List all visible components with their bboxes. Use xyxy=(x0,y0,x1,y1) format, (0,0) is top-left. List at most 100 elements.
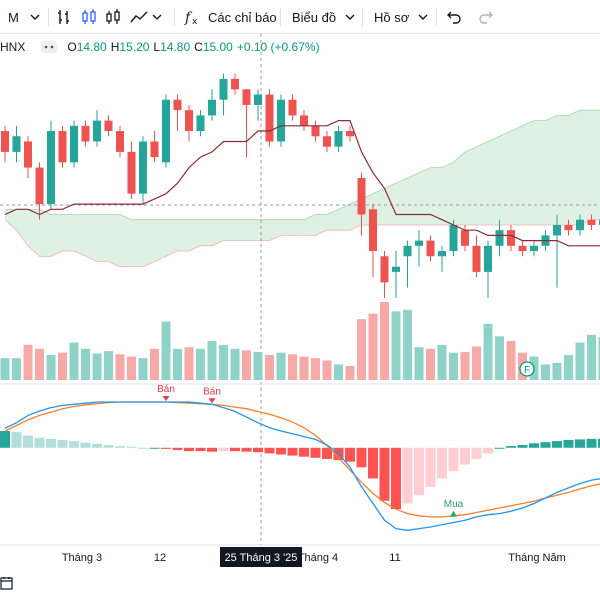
volume-bar xyxy=(299,356,309,380)
buy-marker-label: Mua xyxy=(444,499,464,510)
candle xyxy=(139,136,147,205)
macd-histogram-bar xyxy=(425,447,436,487)
volume-bar xyxy=(219,344,228,380)
volume-bar xyxy=(575,342,585,380)
macd-histogram-bar xyxy=(540,442,551,448)
candle xyxy=(219,73,228,116)
cloud-segment xyxy=(166,219,178,257)
calendar-icon[interactable] xyxy=(0,576,14,590)
macd-histogram-bar xyxy=(115,446,125,448)
macd-histogram-bar xyxy=(368,447,378,479)
sell-marker-label: Bán xyxy=(157,384,175,395)
macd-histogram-bar xyxy=(299,447,309,457)
candle xyxy=(116,125,124,158)
candle xyxy=(185,104,193,142)
candle xyxy=(472,235,481,278)
candle xyxy=(357,172,366,236)
cloud-segment xyxy=(522,120,534,225)
undo-icon[interactable] xyxy=(446,0,462,34)
volume-bar xyxy=(46,355,56,380)
close-value: 15.00 xyxy=(202,40,233,54)
macd-histogram-bar xyxy=(276,447,286,455)
volume-bar xyxy=(127,356,136,380)
candle xyxy=(150,131,159,163)
volume-bar xyxy=(207,341,217,380)
macd-histogram-bar xyxy=(57,439,68,448)
sell-marker: Bán xyxy=(203,386,221,404)
volume-bar xyxy=(196,348,205,380)
cloud-segment xyxy=(16,209,28,246)
open-value: 14.80 xyxy=(76,40,107,54)
macd-histogram-bar xyxy=(172,447,183,450)
chevron-down-icon xyxy=(345,14,355,20)
candle xyxy=(334,125,343,152)
cloud-segment xyxy=(465,146,477,225)
candle-icon[interactable] xyxy=(80,0,98,34)
macd-histogram-bar xyxy=(517,444,528,448)
interval-select[interactable]: M xyxy=(8,0,41,34)
hollow-candle-icon[interactable] xyxy=(104,0,122,34)
cloud-segment xyxy=(108,214,120,267)
candle xyxy=(530,240,538,257)
macd-histogram-bar xyxy=(310,447,321,458)
candle xyxy=(265,89,274,147)
volume-bar xyxy=(449,352,458,380)
low-label: L xyxy=(153,40,161,54)
candles xyxy=(1,73,600,298)
cloud-segment xyxy=(453,151,465,225)
cloud-segment xyxy=(28,209,40,257)
profile-menu-button[interactable]: Hồ sơ xyxy=(374,0,429,34)
candle xyxy=(461,224,469,252)
volume-bar xyxy=(552,362,562,380)
cloud-segment xyxy=(292,219,304,236)
indicators-label: Các chỉ báo xyxy=(208,9,277,25)
candle xyxy=(369,204,377,278)
high-value: 15.20 xyxy=(119,40,150,54)
cloud-segment xyxy=(97,214,109,262)
redo-icon[interactable] xyxy=(478,0,494,34)
macd-histogram-bar xyxy=(218,447,229,452)
macd-histogram-bar xyxy=(46,438,56,448)
macd-histogram-bar xyxy=(0,431,10,448)
macd-histogram-bar xyxy=(11,432,22,448)
indicator-badge-label: F xyxy=(524,365,530,376)
cloud-segment xyxy=(5,209,17,231)
candle xyxy=(81,120,90,147)
cloud-segment xyxy=(338,204,350,231)
bar-chart-icon[interactable] xyxy=(56,0,72,34)
volume-bar xyxy=(368,313,378,380)
macd-histogram-bar xyxy=(586,438,597,448)
candle xyxy=(426,235,435,262)
line-chart-icon[interactable] xyxy=(130,0,162,34)
chevron-down-icon xyxy=(30,14,40,20)
volume-bar xyxy=(541,364,550,380)
indicator-badge[interactable]: F xyxy=(519,361,535,377)
x-tick-label: 12 xyxy=(154,552,166,564)
macd-histogram-bar xyxy=(23,435,33,448)
candle xyxy=(93,110,101,147)
volume-bar xyxy=(472,346,481,380)
candle xyxy=(231,73,239,95)
candle xyxy=(438,245,446,272)
candle xyxy=(127,141,136,199)
candle xyxy=(415,230,423,267)
chart-menu-button[interactable]: Biểu đồ xyxy=(292,0,356,34)
candle xyxy=(70,120,78,168)
eye-icon[interactable] xyxy=(41,41,58,53)
candle xyxy=(564,219,573,236)
cloud-segment xyxy=(246,219,258,241)
macd-histogram-bar xyxy=(253,447,263,453)
candle xyxy=(288,94,297,121)
cloud-segment xyxy=(200,219,212,246)
volume-bar xyxy=(265,355,274,380)
cloud-segment xyxy=(62,214,74,252)
macd-histogram-bar xyxy=(126,446,137,448)
cloud-segment xyxy=(534,120,546,225)
volume-bar xyxy=(288,354,297,380)
cloud-segment xyxy=(488,136,500,225)
change-value: +0.10 (+0.67%) xyxy=(236,40,320,54)
volume-bar xyxy=(495,336,504,380)
